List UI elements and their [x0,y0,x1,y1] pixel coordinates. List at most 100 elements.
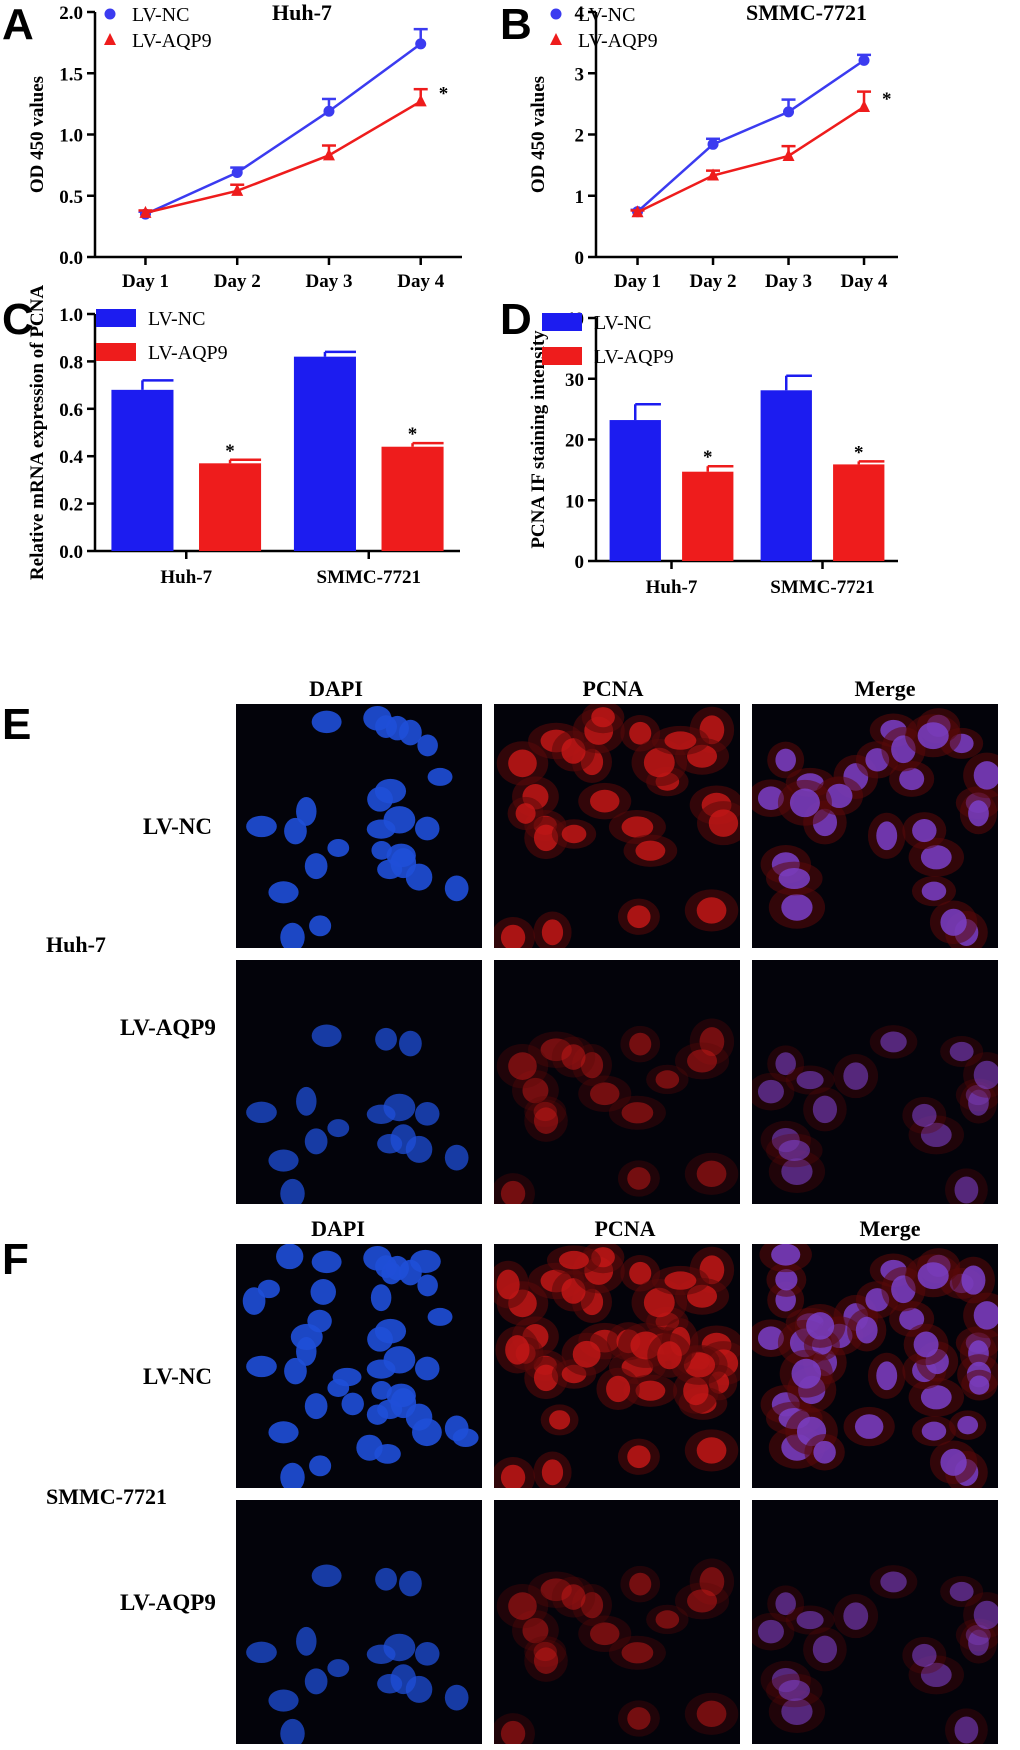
cell-nucleus [968,800,989,827]
cell-nucleus [655,1610,680,1629]
cell-nucleus [899,1307,925,1331]
cell-nucleus [899,767,925,791]
cell-nucleus [310,1278,336,1305]
e-lvnc-dapi-image [236,704,482,948]
y-tick-label: 30 [565,370,584,391]
legend-label: LV-AQP9 [594,346,674,368]
cell-nucleus [806,1312,835,1340]
cell-nucleus [781,1698,813,1725]
cell-nucleus [508,1592,537,1620]
f-lvaqp9-dapi-image [236,1500,482,1744]
cell-nucleus [505,1335,530,1365]
panel-letter-b: B [500,0,532,49]
cell-nucleus [920,1662,952,1688]
cell-nucleus [921,881,947,901]
cell-nucleus [280,1178,305,1204]
significance-star: * [408,424,418,445]
y-axis-label: OD 450 values [528,76,549,193]
cell-nucleus [687,1049,718,1073]
significance-star: * [703,447,713,468]
f-lvnc-merge-image [752,1244,998,1488]
cell-nucleus [920,845,952,870]
bar-lv-nc [111,389,174,551]
f-lvnc-pcna-image [494,1244,740,1488]
cell-nucleus [757,1619,784,1644]
x-tick-label: Day 1 [122,271,169,292]
significance-star: * [854,442,864,463]
cell-nucleus [417,1274,438,1297]
cell-nucleus [664,1271,697,1290]
legend-label: LV-NC [132,4,189,26]
e-col-title-dapi: DAPI [309,676,363,701]
cell-nucleus [381,1262,402,1285]
cell-nucleus [561,1584,586,1610]
cell-nucleus [699,1027,725,1057]
cell-nucleus [621,1642,654,1664]
cell-nucleus [961,1265,986,1295]
legend-swatch [96,343,136,361]
legend-label: LV-NC [578,4,635,26]
cell-nucleus [917,722,949,750]
e-lvaqp9-dapi-image [236,960,482,1204]
cell-nucleus [280,1718,305,1744]
cell-nucleus [405,1675,433,1703]
cell-nucleus [284,817,307,845]
cell-nucleus [327,1119,350,1138]
chart-c-bar-pcna-mrna: 0.0 0.2 0.4 0.6 0.8 1.0 Relative mRNA expressi… [27,285,460,588]
cell-nucleus [843,1602,869,1630]
f-col-title-dapi: DAPI [311,1216,365,1241]
chart-title: Huh-7 [272,0,332,25]
cell-nucleus [276,1244,304,1270]
cell-nucleus [664,731,697,750]
cell-nucleus [311,710,342,734]
cell-nucleus [973,1060,998,1090]
cell-nucleus [789,788,820,818]
significance-star: * [439,83,449,104]
panel-letter-a: A [2,0,34,49]
cell-nucleus [687,1589,718,1613]
cell-nucleus [813,1440,836,1464]
cell-nucleus [968,1629,989,1656]
cell-nucleus [812,1635,838,1664]
cell-nucleus [268,1689,299,1712]
y-tick-label: 0 [575,552,585,573]
y-tick-label: 10 [565,491,584,512]
cell-nucleus [855,1316,878,1344]
bar-lv-aqp9 [199,463,262,551]
data-point [139,205,152,218]
cell-nucleus [913,1331,939,1358]
cell-nucleus [383,806,416,834]
y-tick-label: 20 [565,431,584,452]
cell-nucleus [635,1380,666,1401]
cell-nucleus [696,1700,727,1727]
cell-nucleus [415,1356,440,1381]
cell-nucleus [242,1287,266,1315]
cell-nucleus [415,1102,440,1126]
x-tick-label: Day 2 [214,271,261,292]
chart-a-line-huh7: 0.0 0.5 1.0 1.5 2.0 OD 450 values Day 1 Day 2 Da… [27,0,462,292]
cell-nucleus [500,1180,526,1204]
cell-nucleus [309,915,332,937]
data-point [323,105,335,117]
cell-nucleus [383,1633,416,1662]
y-tick-label: 0.5 [59,187,83,208]
legend-label: LV-AQP9 [132,30,212,52]
cell-nucleus [696,1437,727,1464]
cell-nucleus [757,1326,784,1350]
series-line-lv-aqp9 [145,100,422,215]
legend-marker [550,8,562,20]
data-point [858,54,870,66]
f-col-title-pcna: PCNA [594,1216,656,1241]
cell-nucleus [374,1318,407,1344]
cell-nucleus [826,783,853,809]
cell-nucleus [778,867,811,890]
y-tick-label: 2 [575,126,585,147]
cell-nucleus [796,1610,824,1630]
x-tick-label: Day 3 [305,271,352,292]
cell-nucleus [296,796,317,826]
cell-nucleus [580,1591,604,1619]
cell-nucleus [296,1626,317,1656]
cell-nucleus [957,1415,979,1435]
cell-nucleus [311,1564,342,1588]
y-tick-label: 0.2 [59,495,83,516]
